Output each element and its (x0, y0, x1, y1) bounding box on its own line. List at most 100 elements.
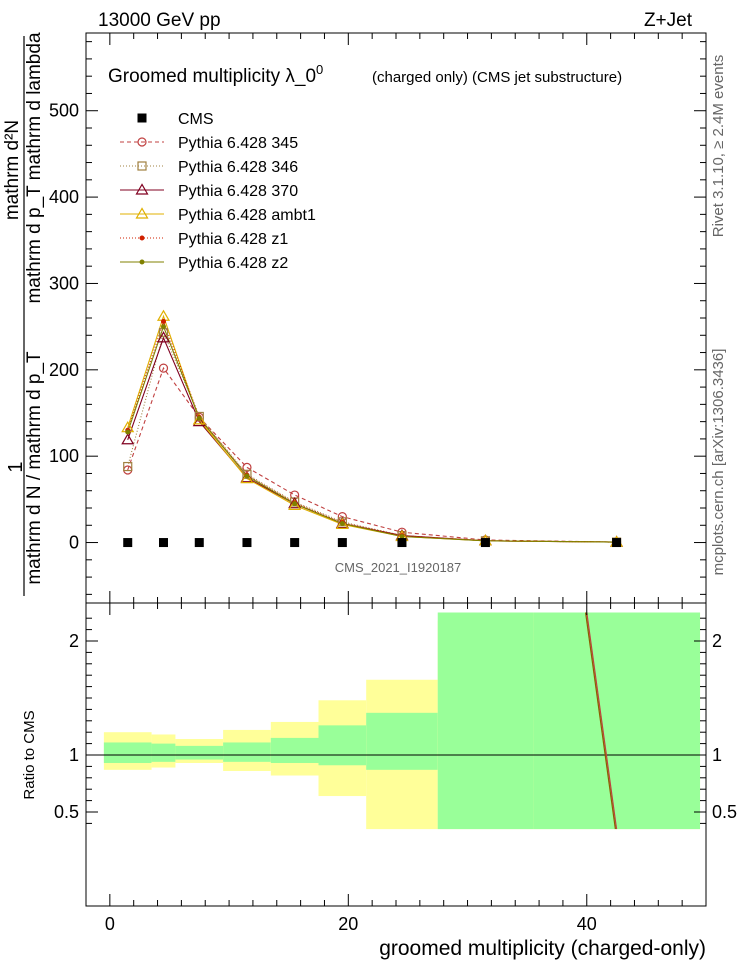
series-line (127, 314, 617, 543)
series-line (127, 336, 617, 543)
legend-label: Pythia 6.428 370 (178, 183, 298, 200)
y-tick-label: 400 (49, 187, 79, 207)
ratio-line (586, 612, 618, 830)
ratio-tick-label: 1 (69, 745, 79, 765)
ratio-band-inner (151, 743, 176, 762)
legend-marker (139, 259, 145, 265)
legend-marker (137, 161, 147, 171)
cms-data-point (290, 538, 300, 548)
ratio-band-inner (318, 725, 367, 766)
series-point (399, 534, 405, 539)
series-point (244, 473, 250, 479)
series-point (121, 433, 135, 445)
ratio-tick-label-right: 0.5 (712, 802, 737, 822)
series-point (335, 517, 349, 530)
y-tick-label: 500 (49, 101, 79, 121)
legend-marker (139, 235, 145, 241)
legend-marker-cms (137, 113, 147, 123)
chart-title: Groomed multiplicity λ_00 (108, 62, 323, 87)
x-tick-label: 20 (338, 914, 358, 934)
ratio-band-inner (366, 712, 438, 770)
analysis-watermark: CMS_2021_I1920187 (335, 560, 462, 575)
series-point (339, 521, 345, 527)
x-tick-label: 40 (577, 914, 597, 934)
legend-marker (135, 183, 149, 195)
y-tick-label: 100 (49, 446, 79, 466)
legend-label: CMS (178, 111, 214, 128)
ylabel-one: 1 (5, 461, 27, 472)
legend-marker (135, 207, 149, 219)
ratio-tick-label-right: 2 (712, 631, 722, 651)
series-point (161, 324, 166, 330)
ylabel-numerator: mathrm d²N (2, 120, 23, 220)
series-point (156, 331, 171, 343)
cms-data-point (242, 538, 252, 548)
ratio-band-inner (437, 612, 534, 830)
series-line (127, 319, 617, 543)
ratio-tick-label-right: 1 (712, 745, 722, 765)
ylabel-denominator: mathrm d p_T mathrm d lambda (24, 32, 45, 303)
ratio-ylabel: Ratio to CMS (21, 710, 38, 799)
cms-data-point (123, 538, 133, 548)
series-point (192, 414, 206, 427)
ratio-band-inner (175, 745, 224, 760)
legend-label: Pythia 6.428 346 (178, 159, 298, 176)
main-axes: 0 100 200 300 400 500 (49, 33, 706, 603)
series-point (288, 496, 302, 509)
legend-label: Pythia 6.428 ambt1 (178, 207, 316, 224)
main-markers (121, 309, 624, 548)
legend-label: Pythia 6.428 345 (178, 135, 298, 152)
ratio-lines (584, 612, 618, 830)
cms-data-point (337, 538, 347, 548)
series-point (192, 413, 206, 425)
chart-title-main: Groomed multiplicity λ_0 (108, 66, 316, 87)
ratio-band-inner (223, 742, 271, 762)
series-point (125, 429, 131, 435)
energy-label: 13000 GeV pp (98, 10, 221, 31)
legend: CMS Pythia 6.428 345 Pythia 6.428 346 Pythi… (120, 111, 316, 272)
cms-data-point (480, 538, 490, 548)
chart-title-sub: (charged only) (CMS jet substructure) (372, 69, 622, 86)
x-axis-label: groomed multiplicity (charged-only) (379, 937, 706, 960)
ylabel-lhs: mathrm d N / mathrm d p_T (24, 351, 45, 585)
x-tick-label: 0 (105, 914, 115, 934)
rivet-label: Rivet 3.1.10, ≥ 2.4M events (710, 55, 727, 238)
ratio-tick-label: 0.5 (54, 802, 79, 822)
ratio-panel: 0 20 40 0.5 0.5 1 1 2 2 (54, 602, 737, 934)
series-point (161, 318, 166, 324)
chart-title-sup: 0 (316, 62, 323, 77)
ratio-band-inner (533, 612, 701, 830)
legend-marker (137, 137, 147, 147)
ratio-line (584, 612, 616, 830)
series-line (127, 331, 617, 543)
y-tick-label: 0 (69, 533, 79, 553)
main-ylabel: 1 mathrm d N / mathrm d p_T mathrm d²N m… (2, 32, 45, 596)
series-point (196, 415, 202, 421)
ratio-axes: 0 20 40 0.5 0.5 1 1 2 2 (54, 603, 737, 934)
series-point (292, 501, 298, 507)
ratio-band-inner (103, 742, 152, 763)
series-point (240, 471, 254, 484)
legend-label: Pythia 6.428 z1 (178, 231, 288, 248)
ratio-bands (103, 612, 701, 830)
y-tick-label: 300 (49, 273, 79, 293)
ratio-tick-label: 2 (69, 631, 79, 651)
mcplots-label: mcplots.cern.ch [arXiv:1306.3436] (710, 349, 727, 576)
cms-data-point (159, 538, 168, 548)
cms-data-point (397, 538, 407, 548)
process-label: Z+Jet (644, 10, 693, 31)
legend-label: Pythia 6.428 z2 (178, 255, 288, 272)
main-curves (127, 314, 617, 543)
y-tick-label: 200 (49, 360, 79, 380)
cms-data-point (612, 538, 622, 548)
series-point (123, 461, 133, 472)
ratio-frame (85, 602, 707, 907)
ratio-band-inner (270, 737, 319, 763)
series-line (127, 366, 617, 543)
series-point (158, 363, 169, 373)
series-line (127, 324, 617, 543)
series-point (288, 498, 302, 511)
main-panel: 0 100 200 300 400 500 Groomed multiplicity λ_… (49, 32, 707, 604)
cms-data-point (194, 538, 204, 548)
